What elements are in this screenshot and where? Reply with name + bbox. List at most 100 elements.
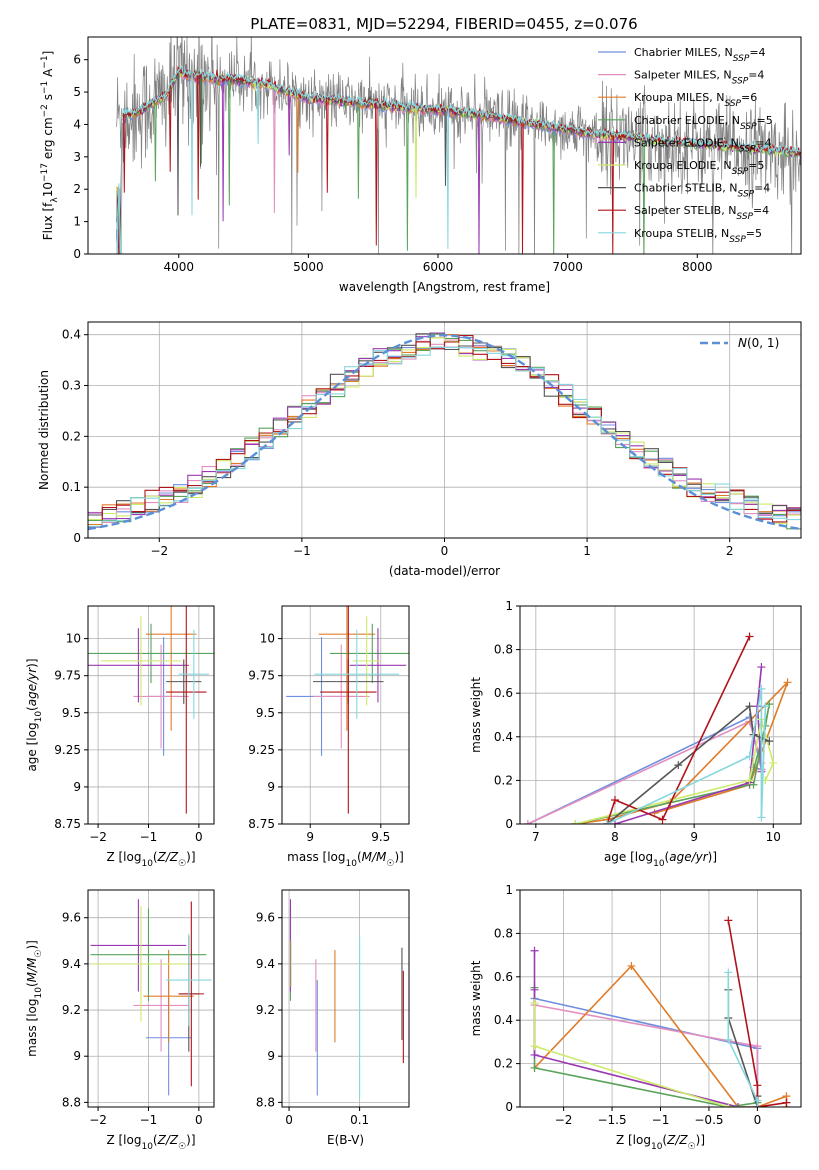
- label-part: Normed distribution: [37, 370, 51, 490]
- label-part: Kroupa STELIB, N: [634, 227, 729, 240]
- x-axis-label: mass [log10(M/M☉)]: [287, 850, 404, 869]
- plot-area-weight-vs-Z: [530, 916, 791, 1107]
- x-tick-label: −0.5: [694, 1113, 723, 1127]
- plot-area-spectrum: [116, 37, 801, 254]
- x-tick-label: −1: [140, 1113, 158, 1127]
- weight-marker: [783, 678, 792, 687]
- label-part: =4: [749, 46, 765, 59]
- weight-marker: [627, 961, 636, 970]
- label-part: SSP: [732, 167, 749, 177]
- y-tick-label: 2: [73, 182, 81, 196]
- weight-marker: [753, 1042, 762, 1051]
- panel-mass-vs-Z: −2 −1 08.899.29.49.6Z [log10(Z/Z☉)]mass [l…: [25, 889, 215, 1152]
- weight-line-salpeter-elodie: [533, 950, 758, 1107]
- x-tick-label: 9: [306, 830, 314, 844]
- weight-marker: [757, 813, 766, 822]
- label-part: ☉: [34, 950, 44, 958]
- y-tick-label: 0: [73, 247, 81, 261]
- panel-mass-vs-ebv: 0 0.1 8.8 9 9.2 9.4 9.6 E(B-V): [256, 889, 410, 1147]
- x-tick-label: 0: [285, 1113, 293, 1127]
- x-axis-label: Z [log10(Z/Z☉)]: [106, 850, 195, 869]
- label-part: λ: [50, 197, 60, 203]
- y-tick-label: 0.3: [62, 379, 81, 393]
- model-spectrum-kroupa-stelib: [116, 65, 801, 254]
- y-tick-label: 10: [66, 632, 81, 646]
- axes-frame: [519, 605, 802, 825]
- label-part: (: [357, 850, 362, 864]
- x-tick-label: 10: [766, 830, 781, 844]
- label-part: erg cm: [41, 117, 55, 163]
- weight-marker: [761, 702, 770, 711]
- observed-spectrum-line: [116, 37, 801, 254]
- label-part: −17: [40, 163, 50, 182]
- weight-marker: [757, 663, 766, 672]
- y-tick-label: 9: [73, 1049, 81, 1063]
- y-tick-label: 9.2: [62, 1003, 81, 1017]
- x-tick-label: 0.1: [350, 1113, 369, 1127]
- label-part: A: [41, 68, 55, 81]
- label-part: 10: [346, 859, 358, 869]
- legend-entry: Salpeter ELODIE, NSSP=4: [634, 136, 772, 154]
- y-tick-label: 1: [505, 599, 513, 613]
- weight-marker: [745, 752, 754, 761]
- label-part: )]: [708, 850, 717, 864]
- label-part: (0, 1): [747, 336, 779, 350]
- weight-marker: [523, 820, 532, 824]
- weight-marker: [724, 968, 733, 977]
- label-part: Z/Z: [157, 850, 179, 864]
- x-axis-label: E(B-V): [327, 1133, 364, 1147]
- y-tick-label: 0.8: [494, 926, 513, 940]
- x-tick-label: 0: [441, 544, 449, 558]
- weight-marker: [603, 820, 612, 824]
- y-tick-label: 9: [267, 1049, 275, 1063]
- weight-line-kroupa-elodie: [533, 1002, 758, 1107]
- legend-entry: Chabrier ELODIE, NSSP=5: [634, 114, 773, 132]
- y-tick-label: 8.75: [54, 817, 81, 831]
- legend-entry: Kroupa MILES, NSSP=6: [634, 91, 757, 109]
- y-tick-label: 0: [505, 1100, 513, 1114]
- y-tick-label: 0.1: [62, 480, 81, 494]
- histogram-salpeter-stelib: [88, 335, 801, 528]
- weight-marker: [724, 916, 733, 925]
- label-part: Z/Z: [666, 1133, 688, 1147]
- y-tick-label: 0.2: [494, 1057, 513, 1071]
- x-tick-label: 0: [195, 1113, 203, 1127]
- label-part: SSP: [729, 235, 746, 245]
- x-tick-label: 2: [726, 544, 734, 558]
- label-part: ]: [41, 51, 55, 56]
- y-axis-label: Flux [fλ10−17 erg cm−2 s−1 A−1]: [40, 51, 60, 241]
- legend-entry: N(0, 1): [738, 336, 779, 350]
- x-tick-label: 9: [690, 830, 698, 844]
- y-axis-label: age [log10(age/yr)]: [25, 658, 44, 771]
- plot-area-mass-vs-ebv: [289, 899, 404, 1098]
- label-part: =4: [748, 69, 764, 82]
- weight-marker: [724, 1035, 733, 1044]
- panel-residuals: −2 −1 0 1 2 0 0.1 0.2 0.3 0.4 (data-model)/error No…: [37, 321, 802, 578]
- plot-area-weight-vs-age: [523, 632, 792, 824]
- label-part: −1: [40, 81, 50, 94]
- label-part: Z [log: [106, 850, 141, 864]
- x-tick-label: −1: [652, 1113, 670, 1127]
- weight-marker: [753, 1103, 762, 1107]
- label-part: =5: [748, 159, 764, 172]
- weight-marker: [745, 702, 754, 711]
- y-axis-label: mass [log10(M/M☉)]: [25, 940, 44, 1057]
- label-part: (: [25, 706, 39, 711]
- weight-marker: [530, 985, 539, 994]
- y-tick-label: 0.4: [62, 328, 81, 342]
- label-part: 10: [41, 182, 55, 197]
- figure-title: PLATE=0831, MJD=52294, FIBERID=0455, z=0…: [250, 15, 637, 33]
- label-part: SSP: [724, 99, 741, 109]
- label-part: Z [log: [106, 1133, 141, 1147]
- weight-marker: [753, 1081, 762, 1090]
- label-part: SSP: [740, 122, 757, 132]
- label-part: 10: [34, 987, 44, 999]
- x-tick-label: 8000: [682, 260, 713, 274]
- label-part: SSP: [733, 54, 750, 64]
- label-part: Chabrier ELODIE, N: [634, 114, 740, 127]
- label-part: SSP: [739, 144, 756, 154]
- y-tick-label: 0.4: [494, 730, 513, 744]
- label-part: =6: [741, 91, 757, 104]
- y-tick-label: 0.4: [494, 1013, 513, 1027]
